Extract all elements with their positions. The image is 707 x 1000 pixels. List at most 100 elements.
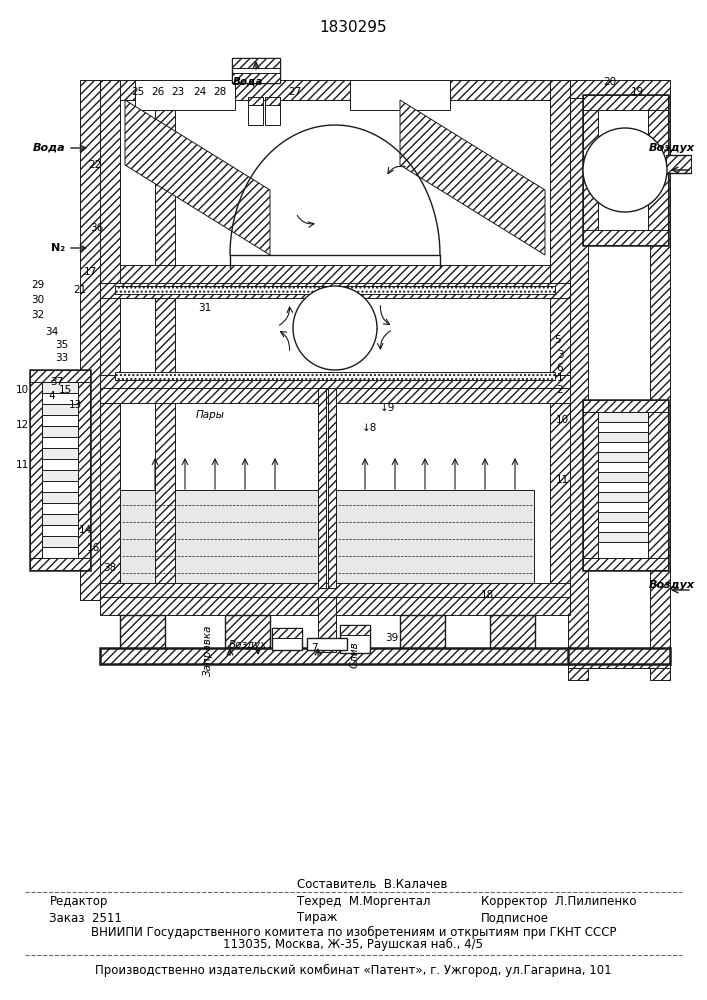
Text: 32: 32 bbox=[31, 310, 45, 320]
Polygon shape bbox=[125, 100, 270, 255]
Bar bbox=[42, 426, 78, 437]
Bar bbox=[340, 625, 370, 635]
Text: 23: 23 bbox=[171, 87, 185, 97]
Bar bbox=[598, 432, 648, 442]
Bar bbox=[120, 490, 318, 588]
Text: 14: 14 bbox=[78, 525, 92, 535]
Text: 1830295: 1830295 bbox=[319, 20, 387, 35]
Bar bbox=[30, 370, 90, 570]
Text: 3: 3 bbox=[556, 350, 563, 360]
Bar bbox=[248, 97, 263, 105]
Bar bbox=[100, 648, 570, 664]
Bar bbox=[598, 492, 648, 502]
Bar bbox=[340, 625, 370, 653]
Text: Техред  М.Моргентал: Техред М.Моргентал bbox=[297, 896, 431, 908]
Text: 20: 20 bbox=[604, 77, 617, 87]
Bar bbox=[400, 615, 445, 650]
Text: 2: 2 bbox=[556, 385, 563, 395]
Bar bbox=[583, 95, 668, 245]
Bar bbox=[648, 400, 668, 570]
Bar bbox=[350, 80, 450, 110]
Bar bbox=[550, 283, 570, 388]
Bar bbox=[42, 404, 78, 415]
Text: 24: 24 bbox=[194, 87, 206, 97]
Bar bbox=[265, 97, 280, 125]
Text: 19: 19 bbox=[631, 87, 643, 97]
Text: 11: 11 bbox=[16, 460, 28, 470]
Text: Вода: Вода bbox=[33, 143, 65, 153]
Bar bbox=[100, 80, 120, 285]
Bar bbox=[490, 615, 535, 650]
Text: Воздух: Воздух bbox=[649, 143, 695, 153]
Bar bbox=[568, 648, 670, 664]
Bar bbox=[30, 558, 90, 570]
Circle shape bbox=[583, 128, 667, 212]
Text: Редактор: Редактор bbox=[49, 896, 108, 908]
Bar bbox=[100, 388, 120, 598]
Bar bbox=[550, 80, 570, 285]
Bar bbox=[400, 615, 445, 650]
Bar bbox=[232, 58, 280, 83]
Text: ↓8: ↓8 bbox=[362, 423, 378, 433]
Text: 22: 22 bbox=[88, 160, 102, 170]
Text: 38: 38 bbox=[103, 563, 117, 573]
Bar bbox=[100, 583, 570, 598]
Bar bbox=[135, 80, 235, 110]
Text: 25: 25 bbox=[132, 87, 145, 97]
Bar bbox=[583, 230, 668, 245]
Polygon shape bbox=[400, 100, 545, 255]
Bar bbox=[598, 472, 648, 482]
Text: 7: 7 bbox=[310, 643, 317, 653]
Text: 27: 27 bbox=[288, 87, 302, 97]
Text: 21: 21 bbox=[74, 285, 87, 295]
Text: 17: 17 bbox=[83, 267, 97, 277]
Bar bbox=[568, 648, 670, 664]
Bar bbox=[225, 615, 270, 650]
Text: 4: 4 bbox=[49, 391, 55, 401]
Bar bbox=[120, 615, 165, 650]
Bar bbox=[100, 283, 570, 298]
Bar bbox=[598, 512, 648, 522]
Text: 31: 31 bbox=[199, 303, 211, 313]
Text: 13: 13 bbox=[69, 400, 81, 410]
Text: 11: 11 bbox=[556, 475, 568, 485]
Bar bbox=[78, 370, 90, 570]
Bar bbox=[648, 95, 668, 245]
Bar bbox=[30, 370, 42, 570]
Text: 18: 18 bbox=[480, 590, 493, 600]
Bar bbox=[100, 283, 120, 388]
Text: 36: 36 bbox=[90, 223, 104, 233]
Text: 33: 33 bbox=[55, 353, 69, 363]
Text: 26: 26 bbox=[151, 87, 165, 97]
Bar bbox=[100, 375, 570, 390]
Text: Заказ  2511: Заказ 2511 bbox=[49, 912, 122, 924]
Bar bbox=[100, 265, 570, 285]
Bar bbox=[100, 80, 570, 100]
Bar bbox=[42, 470, 78, 481]
Bar bbox=[650, 80, 670, 680]
Bar bbox=[30, 370, 90, 382]
Bar bbox=[100, 597, 570, 615]
Bar bbox=[583, 400, 668, 570]
Text: 6: 6 bbox=[556, 363, 563, 373]
Bar bbox=[272, 628, 302, 650]
Bar bbox=[568, 80, 670, 98]
Text: 113035, Москва, Ж-35, Раушская наб., 4/5: 113035, Москва, Ж-35, Раушская наб., 4/5 bbox=[223, 937, 484, 951]
Bar bbox=[42, 514, 78, 525]
Bar bbox=[80, 80, 100, 600]
Bar bbox=[100, 648, 570, 664]
Bar bbox=[336, 490, 534, 588]
Bar bbox=[550, 388, 570, 598]
Bar bbox=[583, 400, 598, 570]
Text: Тираж: Тираж bbox=[297, 912, 337, 924]
Text: Корректор  Л.Пилипенко: Корректор Л.Пилипенко bbox=[481, 896, 636, 908]
Text: 12: 12 bbox=[16, 420, 28, 430]
Text: 1: 1 bbox=[556, 373, 563, 383]
Bar bbox=[155, 80, 175, 600]
Text: 16: 16 bbox=[86, 543, 100, 553]
Bar bbox=[115, 372, 555, 380]
Bar bbox=[568, 80, 588, 680]
Bar bbox=[598, 532, 648, 542]
Bar bbox=[272, 628, 302, 638]
Text: 35: 35 bbox=[55, 340, 69, 350]
